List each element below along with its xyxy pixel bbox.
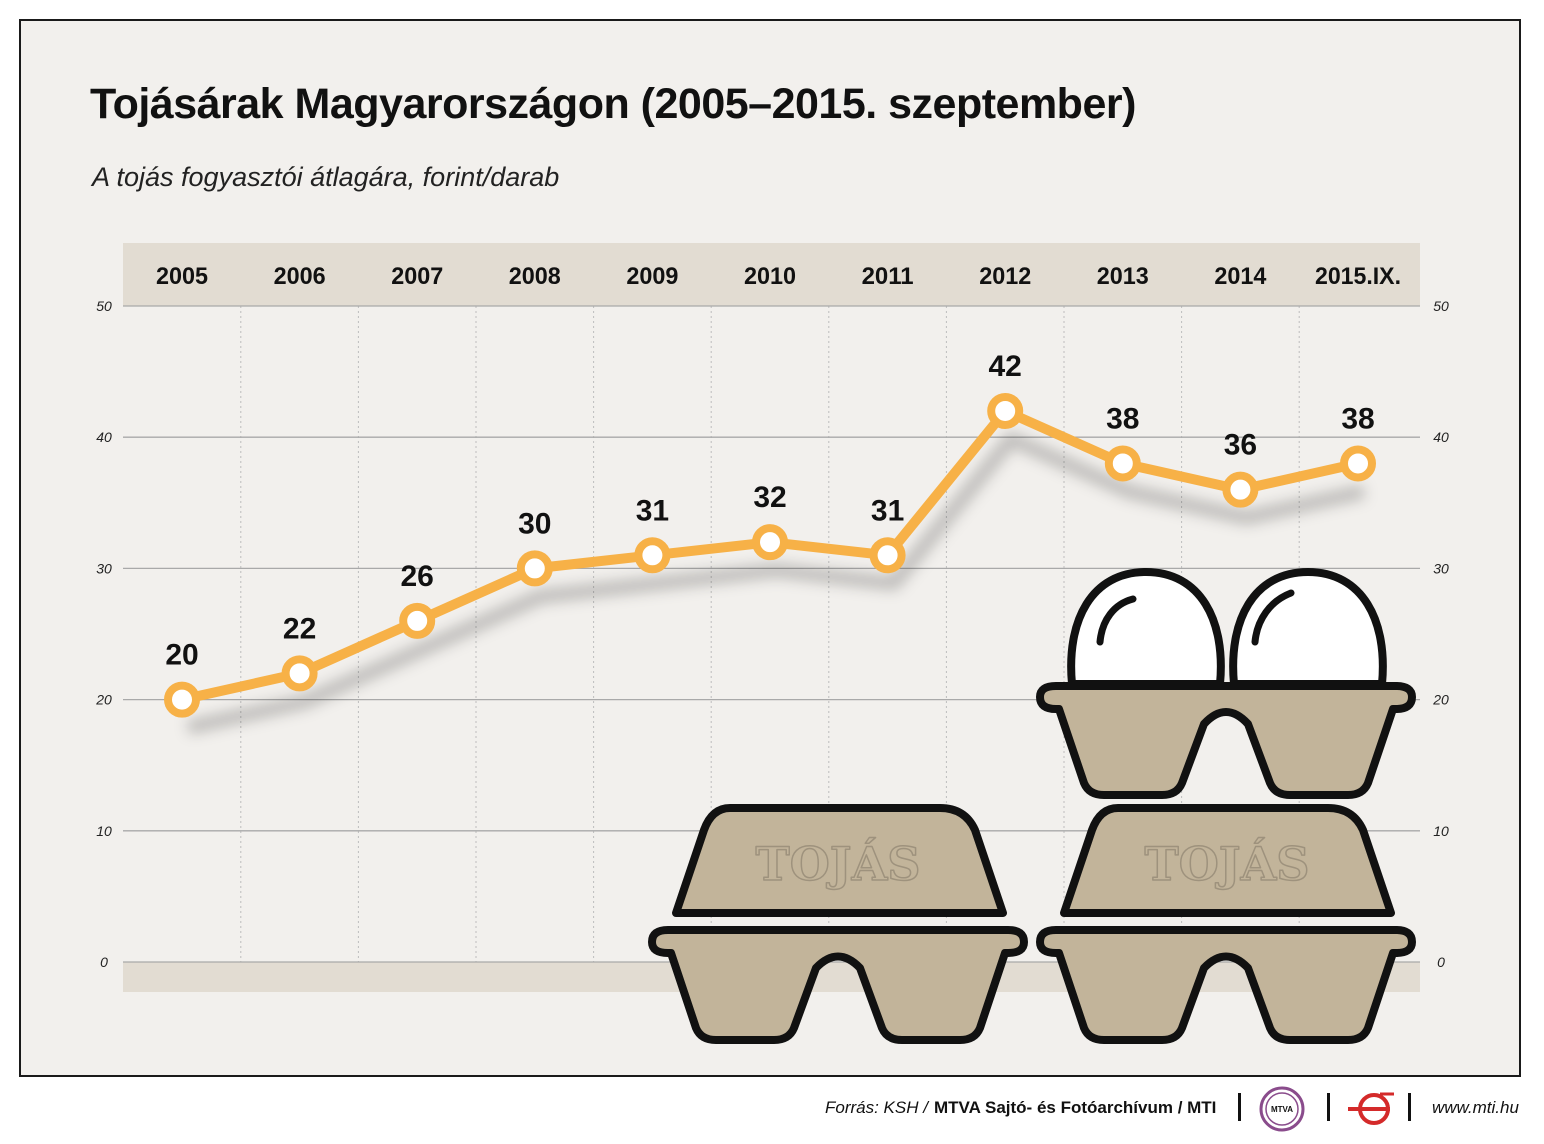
y-tick-label-right: 0: [1437, 954, 1445, 970]
data-label: 30: [518, 507, 551, 540]
series-points: [164, 392, 1376, 718]
x-tick-label: 2005: [156, 263, 208, 290]
data-label: 32: [753, 481, 786, 514]
data-label: 22: [283, 612, 316, 645]
y-tick-label-right: 40: [1433, 429, 1449, 445]
data-label: 26: [401, 560, 434, 593]
data-label: 36: [1224, 429, 1257, 462]
data-point: [164, 681, 200, 718]
carton-label-right: TOJÁS: [1145, 836, 1310, 891]
line-shadow: [186, 432, 1366, 735]
carton-tray-right: [1036, 926, 1416, 1044]
carton-tray-left: [648, 926, 1028, 1044]
data-labels: 20 22 26 30 31 32 31 42 38 36 38: [165, 350, 1374, 672]
data-point: [634, 537, 671, 574]
mti-logo-icon: [1348, 1092, 1394, 1125]
x-tick-label: 2013: [1097, 263, 1149, 290]
egg-carton-icon: TOJÁS TOJÁS: [648, 568, 1416, 1044]
y-tick-label-right: 50: [1433, 298, 1449, 314]
footer-separator: [1238, 1093, 1241, 1121]
x-axis-ticks: 2005 2006 2007 2008 2009 2010 2011 2012 2013 2014…: [156, 263, 1401, 290]
footer-separator: [1327, 1093, 1330, 1121]
y-tick-label-right: 10: [1433, 823, 1449, 839]
x-tick-label: 2015.IX.: [1315, 263, 1401, 290]
egg-highlight-left: [1096, 595, 1137, 646]
data-label: 38: [1106, 402, 1139, 435]
data-label: 38: [1341, 402, 1374, 435]
egg-left: [1067, 568, 1225, 688]
svg-text:MTVA: MTVA: [1271, 1105, 1293, 1114]
x-tick-label: 2014: [1214, 263, 1267, 290]
y-tick-label-left: 30: [96, 560, 112, 576]
x-tick-label: 2010: [744, 263, 796, 290]
x-tick-label: 2012: [979, 263, 1031, 290]
y-tick-label-left: 50: [96, 298, 112, 314]
carton-lid-left: [672, 804, 1007, 917]
data-label: 20: [165, 639, 198, 672]
data-point: [987, 392, 1024, 429]
x-tick-label: 2006: [274, 263, 326, 290]
chart-title: Tojásárak Magyarországon (2005–2015. sze…: [90, 80, 1136, 128]
x-tick-label: 2011: [862, 263, 914, 290]
carton-lid-right: [1060, 804, 1395, 917]
series-shadow-path: [186, 432, 1366, 735]
y-tick-label-left: 20: [95, 692, 112, 708]
category-header-band: [123, 243, 1420, 306]
egg-right: [1229, 568, 1387, 688]
data-point: [281, 655, 318, 692]
source-organization: MTVA Sajtó- és Fotóarchívum / MTI: [934, 1098, 1217, 1117]
chart-subtitle: A tojás fogyasztói átlagára, forint/dara…: [92, 162, 560, 192]
mtva-logo-icon: MTVA: [1259, 1086, 1305, 1132]
data-point: [1104, 445, 1141, 482]
footer: Forrás: KSH / MTVA Sajtó- és Fotóarchívu…: [0, 1085, 1544, 1135]
x-tick-label: 2008: [509, 263, 561, 290]
carton-tray-top: [1036, 682, 1416, 799]
data-point: [399, 602, 436, 639]
y-axis-ticks: 0 0 10 10 20 20 30 30 40 40 50 50: [95, 298, 1449, 970]
data-point: [869, 537, 906, 574]
x-tick-label: 2009: [626, 263, 678, 290]
data-point: [1340, 445, 1376, 482]
footer-separator: [1408, 1093, 1411, 1121]
data-label: 31: [871, 494, 904, 527]
source-label: Forrás: KSH /: [825, 1098, 928, 1117]
egg-highlight-right: [1251, 589, 1295, 646]
data-label: 31: [636, 494, 669, 527]
y-tick-label-right: 20: [1432, 692, 1449, 708]
data-label: 42: [989, 350, 1022, 383]
carton-label-left: TOJÁS: [756, 836, 921, 891]
y-tick-label-left: 10: [96, 823, 112, 839]
data-point: [1222, 471, 1259, 508]
source-url: www.mti.hu: [1432, 1098, 1519, 1117]
y-tick-label-left: 40: [96, 429, 112, 445]
y-tick-label-right: 30: [1433, 560, 1449, 576]
data-point: [752, 524, 788, 561]
y-tick-label-left: 0: [100, 954, 108, 970]
x-tick-label: 2007: [391, 263, 443, 290]
data-point: [516, 550, 553, 587]
